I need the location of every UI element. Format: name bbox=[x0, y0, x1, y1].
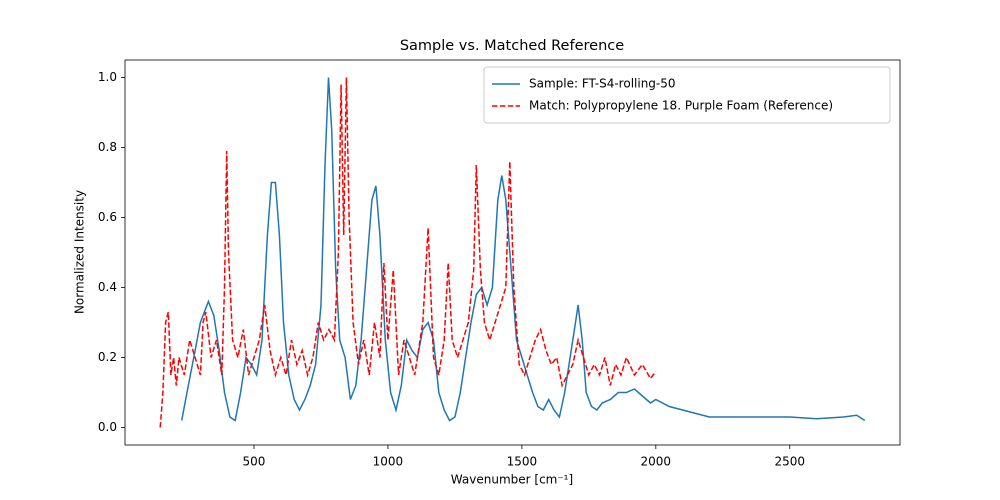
chart-title: Sample vs. Matched Reference bbox=[400, 38, 624, 54]
legend-box bbox=[483, 66, 891, 124]
x-tick-label: 500 bbox=[243, 455, 266, 469]
x-tick-label: 2500 bbox=[774, 455, 805, 469]
x-tick-label: 1500 bbox=[507, 455, 538, 469]
y-axis-label: Normalized Intensity bbox=[73, 190, 87, 314]
y-tick-label: 1.0 bbox=[98, 70, 117, 84]
series-line bbox=[159, 77, 657, 428]
x-tick-label: 1000 bbox=[373, 455, 404, 469]
legend-label: Match: Polypropylene 18. Purple Foam (Re… bbox=[529, 99, 833, 113]
plot-frame bbox=[124, 59, 901, 446]
x-tick-label: 2000 bbox=[641, 455, 672, 469]
y-tick-label: 0.2 bbox=[98, 350, 117, 364]
y-tick-label: 0.4 bbox=[98, 280, 117, 294]
x-axis-label: Wavenumber [cm⁻¹] bbox=[451, 473, 573, 487]
y-tick-label: 0.8 bbox=[98, 140, 117, 154]
y-tick-label: 0.0 bbox=[98, 420, 117, 434]
legend-label: Sample: FT-S4-rolling-50 bbox=[529, 77, 676, 91]
series-line bbox=[180, 77, 866, 422]
y-tick-label: 0.6 bbox=[98, 210, 117, 224]
